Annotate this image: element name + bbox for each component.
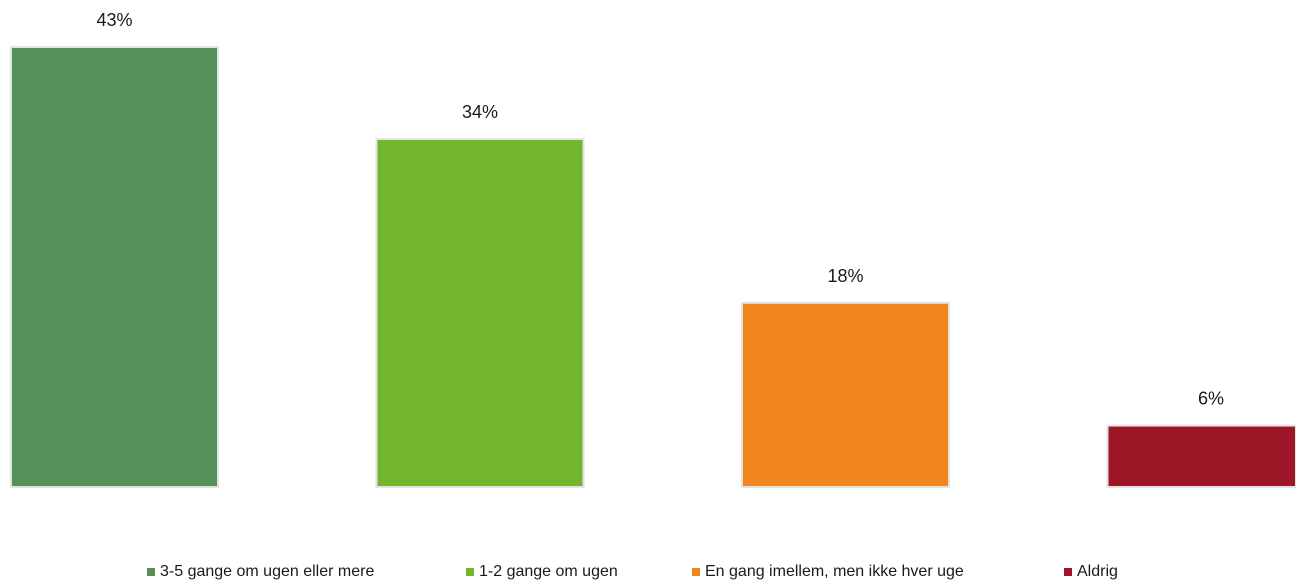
legend-swatch-2 <box>692 568 700 576</box>
legend-item-2: En gang imellem, men ikke hver uge <box>692 563 964 581</box>
bar-3 <box>1106 424 1296 488</box>
legend-item-1: 1-2 gange om ugen <box>466 563 618 581</box>
bar-0 <box>10 46 219 488</box>
bar-2 <box>741 301 950 489</box>
legend-swatch-1 <box>466 568 474 576</box>
legend-item-0: 3-5 gange om ugen eller mere <box>147 563 374 581</box>
data-label-3: 6% <box>1198 389 1224 409</box>
legend-swatch-0 <box>147 568 155 576</box>
data-label-2: 18% <box>827 266 863 286</box>
legend-label-2: En gang imellem, men ikke hver uge <box>705 563 964 580</box>
data-label-0: 43% <box>96 10 132 30</box>
legend-label-0: 3-5 gange om ugen eller mere <box>160 563 375 580</box>
legend-item-3: Aldrig <box>1064 563 1118 581</box>
data-label-1: 34% <box>462 102 498 122</box>
legend-label-3: Aldrig <box>1077 563 1118 580</box>
bar-1 <box>375 138 585 488</box>
legend-swatch-3 <box>1064 568 1072 576</box>
legend-label-1: 1-2 gange om ugen <box>479 563 618 580</box>
